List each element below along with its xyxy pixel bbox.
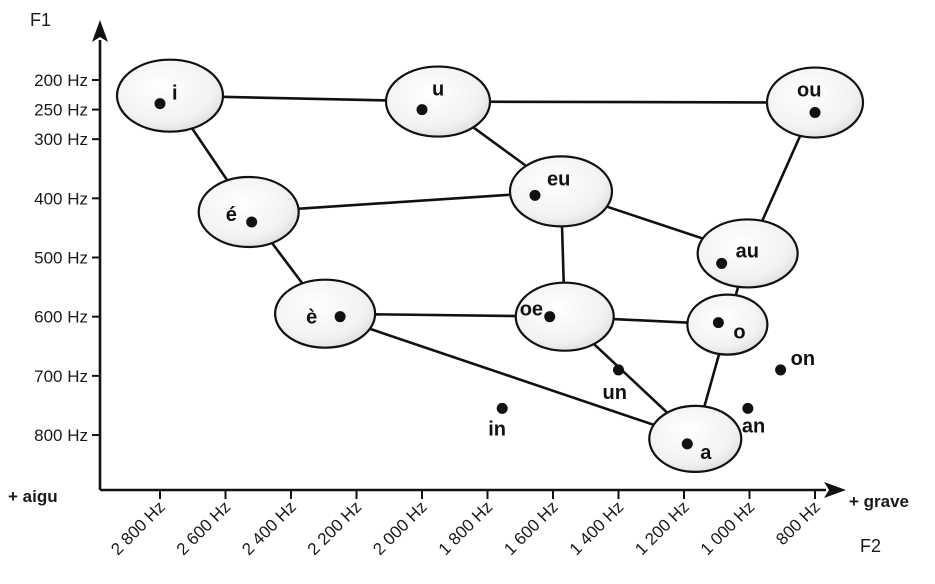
- vowel-bubble: [765, 66, 865, 139]
- vowel-dot: [716, 257, 728, 269]
- x-tick-label: 800 Hz: [772, 497, 824, 549]
- vowel-label: i: [172, 83, 178, 105]
- x-axis-end-label: + grave: [849, 492, 909, 511]
- vowel-label: on: [791, 348, 815, 370]
- vowel-points: i u ou é eu au è oe o a in un an on: [115, 58, 865, 473]
- vowel-o: o: [686, 293, 769, 356]
- vowel-oe: oe: [514, 281, 615, 352]
- x-tick-label: 1 000 Hz: [697, 497, 759, 559]
- vowel-e-aigu: é: [197, 175, 300, 249]
- vowel-an: an: [742, 402, 765, 437]
- vowel-dot: [613, 364, 624, 376]
- vowel-label: é: [226, 204, 237, 226]
- x-tick-label: 1 200 Hz: [631, 497, 693, 559]
- vowel-dot: [246, 216, 258, 228]
- vowel-bubble: [648, 404, 743, 473]
- vowel-i: i: [115, 58, 225, 133]
- link-u-ou: [437, 100, 816, 104]
- vowel-bubble: [508, 155, 614, 228]
- y-axis-title: F1: [30, 10, 51, 30]
- vowel-dot: [742, 402, 754, 414]
- x-tick-label: 2 000 Hz: [369, 497, 431, 559]
- vowel-label: eu: [547, 168, 570, 190]
- x-tick-label: 1 800 Hz: [435, 497, 497, 559]
- y-tick-label: 400 Hz: [34, 189, 88, 208]
- x-tick-label: 1 400 Hz: [566, 497, 628, 559]
- y-axis-arrow: [92, 20, 108, 42]
- vowel-dot: [529, 189, 541, 201]
- vowel-bubble: [115, 58, 225, 133]
- vowel-label: u: [432, 79, 444, 101]
- x-tick-label: 2 800 Hz: [107, 497, 169, 559]
- vowel-dot: [809, 107, 821, 119]
- y-axis-origin-label: + aigu: [8, 487, 58, 506]
- vowel-e-grave: è: [274, 278, 377, 349]
- x-axis-title: F2: [860, 536, 881, 556]
- vowel-label: ou: [797, 80, 821, 102]
- vowel-label: a: [700, 442, 712, 464]
- vowel-label: è: [306, 307, 317, 329]
- y-tick-label: 200 Hz: [34, 71, 88, 90]
- x-tick-label: 2 200 Hz: [304, 497, 366, 559]
- vowel-bubble: [197, 175, 300, 249]
- vowel-label: au: [736, 240, 759, 262]
- vowel-label: an: [742, 415, 765, 437]
- vowel-label: in: [488, 418, 506, 440]
- vowel-label: oe: [520, 299, 543, 321]
- vowel-on: on: [775, 348, 815, 376]
- vowel-au: au: [696, 218, 799, 289]
- x-axis-arrow: [824, 482, 846, 498]
- vowel-bubble: [514, 281, 615, 352]
- y-tick-label: 300 Hz: [34, 130, 88, 149]
- vowel-un: un: [603, 364, 627, 404]
- y-tick-label: 500 Hz: [34, 249, 88, 268]
- vowel-bubble: [686, 293, 769, 356]
- x-tick-label: 1 600 Hz: [500, 497, 562, 559]
- y-tick-label: 250 Hz: [34, 101, 88, 120]
- vowel-bubble: [384, 65, 492, 138]
- vowel-dot: [712, 317, 724, 329]
- vowel-dot: [775, 364, 787, 376]
- vowel-ou: ou: [765, 66, 865, 139]
- vowel-in: in: [488, 402, 508, 440]
- x-axis-ticks: 2 800 Hz 2 600 Hz 2 400 Hz 2 200 Hz 2 000 Hz…: [107, 490, 824, 559]
- vowel-label: o: [733, 322, 745, 344]
- vowel-eu: eu: [508, 155, 614, 228]
- link-e-aigu-eu: [248, 190, 562, 214]
- vowel-dot: [544, 311, 556, 323]
- y-axis-ticks: 200 Hz 250 Hz 300 Hz 400 Hz 500 Hz 600 Hz 700 …: [34, 71, 100, 445]
- x-tick-label: 2 400 Hz: [238, 497, 300, 559]
- y-tick-label: 800 Hz: [34, 426, 88, 445]
- vowel-dot: [416, 104, 428, 116]
- vowel-u: u: [384, 65, 492, 138]
- link-e-grave-a: [324, 312, 696, 441]
- y-tick-label: 600 Hz: [34, 308, 88, 327]
- y-tick-label: 700 Hz: [34, 367, 88, 386]
- vowel-label: un: [603, 382, 627, 404]
- vowel-dot: [496, 402, 508, 414]
- vowel-bubble: [274, 278, 377, 349]
- vowel-a: a: [648, 404, 743, 473]
- vowel-dot: [334, 311, 346, 323]
- vowel-bubble: [696, 218, 799, 289]
- axes: [92, 20, 846, 498]
- x-tick-label: 2 600 Hz: [173, 497, 235, 559]
- vowel-dot: [681, 438, 693, 450]
- vowel-dot: [154, 98, 166, 110]
